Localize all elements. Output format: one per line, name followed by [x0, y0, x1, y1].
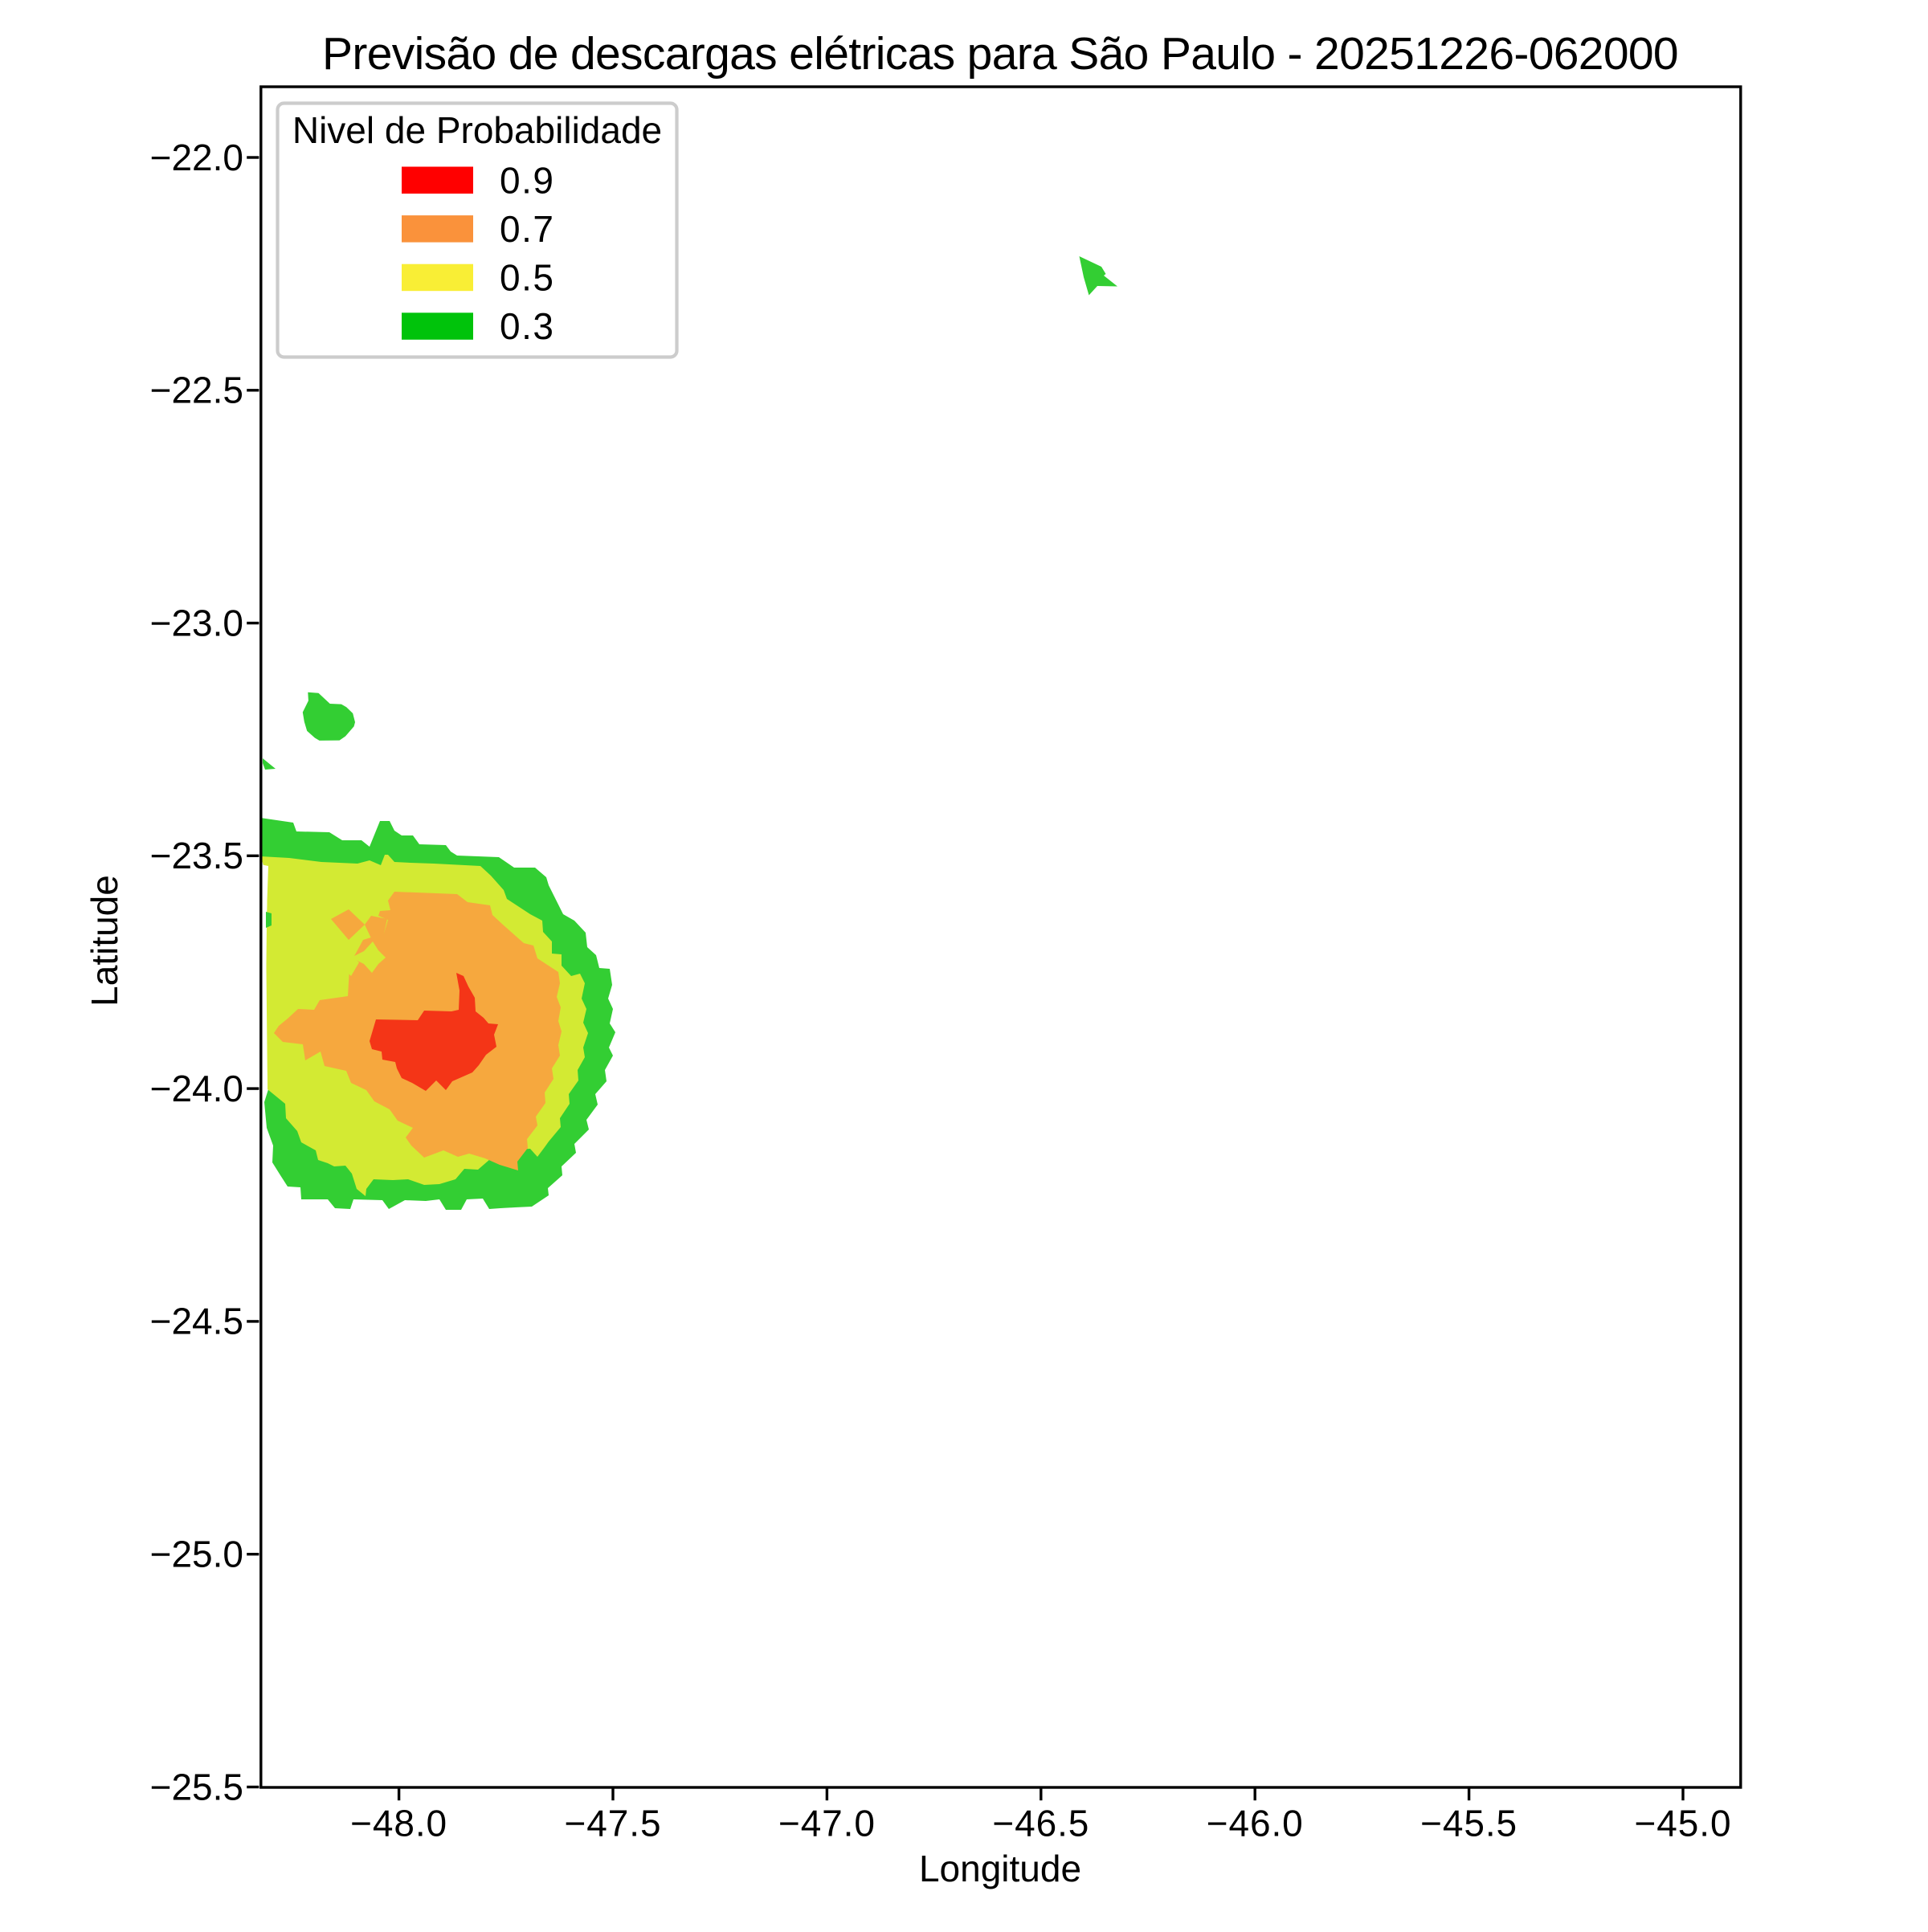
- svg-text:−23.5: −23.5: [150, 835, 243, 876]
- svg-text:−47.0: −47.0: [778, 1803, 876, 1844]
- svg-text:−24.0: −24.0: [150, 1068, 243, 1109]
- svg-text:Longitude: Longitude: [919, 1848, 1081, 1889]
- svg-text:−46.0: −46.0: [1207, 1803, 1304, 1844]
- svg-text:−25.5: −25.5: [150, 1766, 243, 1807]
- svg-text:−25.0: −25.0: [150, 1534, 243, 1575]
- svg-text:Previsão de descargas elétrica: Previsão de descargas elétricas para São…: [322, 28, 1678, 80]
- svg-text:−24.5: −24.5: [150, 1301, 243, 1342]
- svg-text:0.9: 0.9: [500, 159, 554, 201]
- svg-text:−22.5: −22.5: [150, 370, 243, 411]
- svg-text:−45.0: −45.0: [1635, 1803, 1732, 1844]
- svg-text:−48.0: −48.0: [350, 1803, 447, 1844]
- svg-text:−23.0: −23.0: [150, 602, 243, 643]
- svg-text:Nivel de Probabilidade: Nivel de Probabilidade: [292, 109, 662, 151]
- svg-text:−22.0: −22.0: [150, 137, 243, 178]
- svg-text:0.3: 0.3: [500, 305, 554, 347]
- svg-text:−45.5: −45.5: [1420, 1803, 1517, 1844]
- svg-text:−46.5: −46.5: [992, 1803, 1089, 1844]
- svg-text:−47.5: −47.5: [565, 1803, 662, 1844]
- svg-text:0.7: 0.7: [500, 208, 554, 250]
- svg-text:Latitude: Latitude: [84, 875, 125, 1007]
- svg-text:0.5: 0.5: [500, 257, 554, 299]
